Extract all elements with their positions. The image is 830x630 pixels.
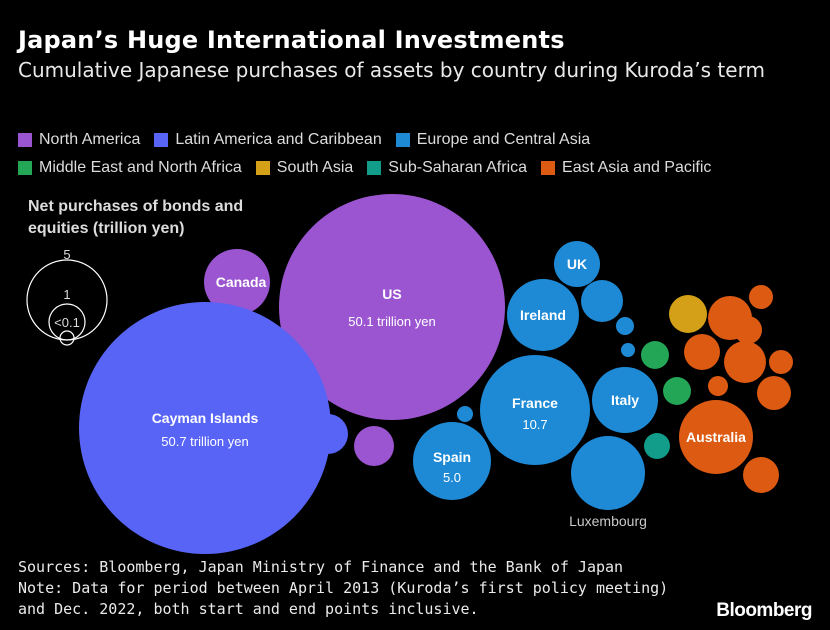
footer-note-line2: and Dec. 2022, both start and end points…	[18, 600, 479, 618]
bubble-bubble-16	[641, 341, 669, 369]
bubble-bubble-25	[769, 350, 793, 374]
legend-item-south-asia: South Asia	[255, 159, 354, 177]
bubble-australia	[679, 400, 753, 474]
legend-swatch	[18, 133, 32, 147]
bubble-italy	[592, 367, 658, 433]
chart-title: Japan’s Huge International Investments	[18, 26, 565, 54]
bubble-value-cayman-islands: 50.7 trillion yen	[161, 434, 248, 449]
bubble-bubble-12	[581, 280, 623, 322]
size-key-circle-small	[59, 330, 75, 346]
legend-row-1: North America Latin America and Caribbea…	[18, 126, 818, 154]
size-key-label-0-1: <0.1	[54, 315, 80, 330]
bloomberg-logo: Bloomberg	[716, 600, 812, 621]
legend-label: Sub-Saharan Africa	[388, 159, 528, 176]
size-key-label-1: 1	[63, 287, 70, 302]
bubble-bubble-23	[684, 334, 720, 370]
bubbles: US 50.1 trillion yen Canada Cayman Islands 5…	[79, 194, 793, 554]
bubble-bubble-15	[457, 406, 473, 422]
bubble-label-cayman-islands: Cayman Islands	[152, 410, 259, 426]
bubble-us	[279, 194, 505, 420]
bubble-bubble-27	[757, 376, 791, 410]
footer-note-line1: Note: Data for period between April 2013…	[18, 579, 669, 597]
bubble-label-france: France	[512, 395, 558, 411]
bubble-france	[480, 355, 590, 465]
bubble-bubble-26	[708, 376, 728, 396]
legend-item-sub-saharan: Sub-Saharan Africa	[367, 159, 527, 177]
bubble-label-us: US	[382, 286, 401, 302]
legend-item-europe: Europe and Central Asia	[395, 131, 591, 149]
bubble-canada	[204, 249, 270, 315]
bubble-spain	[413, 422, 491, 500]
bubble-bubble-5	[354, 426, 394, 466]
legend-swatch	[395, 133, 410, 147]
bubble-cayman-islands	[79, 302, 331, 554]
size-key: 5 1 <0.1	[26, 247, 108, 346]
legend-label: Europe and Central Asia	[416, 131, 591, 148]
legend-label: East Asia and Pacific	[562, 159, 712, 176]
bubble-value-france: 10.7	[522, 417, 547, 432]
bubble-label-italy: Italy	[611, 392, 639, 408]
bubble-bubble-17	[663, 377, 691, 405]
bubble-label-australia: Australia	[686, 429, 746, 445]
legend-swatch	[154, 133, 169, 147]
bubble-bubble-28	[743, 457, 779, 493]
bubble-bubble-14	[621, 343, 635, 357]
bubble-luxembourg	[571, 436, 645, 510]
bubble-value-us: 50.1 trillion yen	[348, 314, 435, 329]
bubble-uk	[554, 241, 600, 287]
bubble-bubble-4	[303, 458, 323, 478]
legend-label: Middle East and North Africa	[39, 159, 242, 176]
bubble-bubble-24	[724, 341, 766, 383]
legend: North America Latin America and Caribbea…	[18, 126, 818, 182]
size-key-circle-1	[48, 303, 86, 341]
legend-label: South Asia	[276, 159, 354, 176]
footer-sources: Sources: Bloomberg, Japan Ministry of Fi…	[18, 558, 624, 576]
bubble-label-spain: Spain	[433, 449, 471, 465]
legend-item-north-america: North America	[18, 131, 140, 149]
size-key-label-5: 5	[63, 247, 70, 262]
bubble-bubble-13	[616, 317, 634, 335]
bubble-ireland	[507, 279, 579, 351]
legend-item-east-asia: East Asia and Pacific	[541, 159, 711, 177]
legend-row-2: Middle East and North Africa South Asia …	[18, 154, 818, 182]
legend-swatch	[541, 161, 556, 175]
chart-subtitle: Cumulative Japanese purchases of assets …	[18, 58, 765, 82]
legend-label: North America	[39, 131, 141, 148]
legend-swatch	[255, 161, 270, 175]
size-key-title: Net purchases of bonds and equities (tri…	[28, 198, 244, 237]
legend-swatch	[367, 161, 382, 175]
bubble-bubble-22	[749, 285, 773, 309]
legend-swatch	[18, 161, 32, 175]
bubble-bubble-18	[669, 295, 707, 333]
bubble-bubble-19	[644, 433, 670, 459]
bubble-value-spain: 5.0	[443, 470, 461, 485]
footer: Sources: Bloomberg, Japan Ministry of Fi…	[18, 557, 718, 620]
legend-label: Latin America and Caribbean	[175, 131, 382, 148]
bubble-bubble-29	[734, 316, 762, 344]
bubble-label-luxembourg: Luxembourg	[569, 513, 647, 529]
bubble-label-ireland: Ireland	[520, 307, 566, 323]
bubble-label-canada: Canada	[216, 274, 267, 290]
legend-item-latin-america: Latin America and Caribbean	[154, 131, 382, 149]
bubble-bubble-3	[308, 414, 348, 454]
bubble-label-uk: UK	[567, 256, 587, 272]
legend-item-middle-east: Middle East and North Africa	[18, 159, 242, 177]
